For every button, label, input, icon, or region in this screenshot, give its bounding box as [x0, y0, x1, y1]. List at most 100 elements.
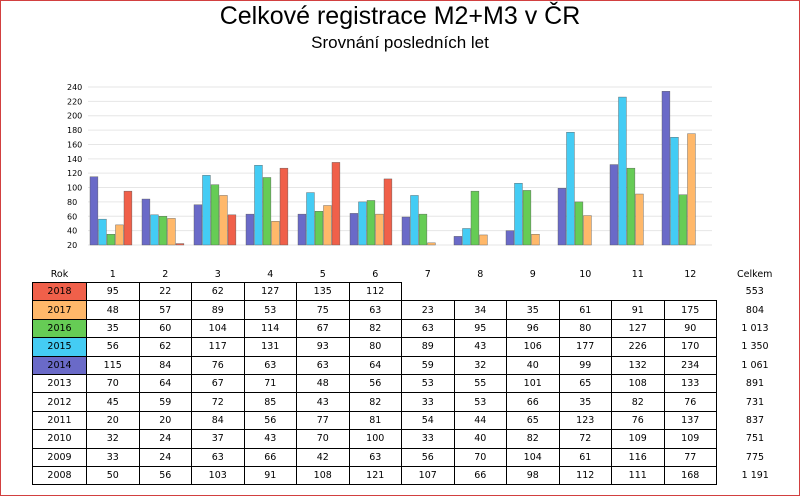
month-column-header: 7 [424, 268, 431, 280]
bar-2016-4 [262, 177, 272, 246]
value-cell: 75 [296, 300, 350, 320]
table-row: 2017 48 57 89 53 75 63 23 34 35 61 91 175 804 [32, 300, 794, 320]
bar-2018-3 [227, 214, 237, 246]
value-cell: 127 [611, 318, 665, 339]
y-tick-label: 180 [67, 126, 82, 135]
value-cell: 80 [558, 318, 612, 339]
y-tick-label: 220 [67, 97, 82, 106]
bar-2016-11 [626, 167, 636, 246]
value-cell: 71 [243, 373, 297, 394]
value-cell: 90 [663, 318, 717, 339]
bar-2014-10 [557, 188, 567, 246]
value-cell: 32 [86, 429, 140, 449]
table-row: 2011 20 20 84 56 77 81 54 44 65 123 76 137 837 [32, 410, 794, 431]
value-cell [664, 283, 717, 301]
value-cell: 64 [348, 355, 402, 375]
value-cell: 24 [138, 447, 192, 467]
value-cell: 76 [663, 392, 717, 412]
y-tick-label: 100 [67, 184, 82, 193]
value-cell: 32 [453, 355, 507, 375]
month-column-header: 4 [267, 268, 274, 280]
bar-2017-4 [271, 221, 280, 246]
value-cell: 34 [453, 300, 507, 320]
bar-2016-8 [470, 190, 480, 246]
bar-2017-10 [583, 215, 592, 246]
value-cell: 45 [86, 392, 140, 412]
total-cell: 1 350 [741, 341, 769, 353]
total-cell: 891 [745, 378, 765, 390]
bar-2014-3 [193, 204, 203, 246]
year-cell: 2016 [32, 318, 87, 339]
value-cell: 170 [663, 337, 717, 357]
year-cell: 2010 [32, 429, 87, 449]
bar-2017-6 [375, 213, 384, 246]
value-cell: 60 [138, 318, 192, 339]
year-cell: 2013 [32, 373, 87, 394]
month-column-header: 2 [162, 268, 169, 280]
value-cell: 62 [191, 281, 245, 302]
value-cell: 115 [86, 355, 140, 375]
bar-2018-5 [331, 162, 341, 246]
total-cell: 1 013 [741, 322, 769, 334]
bar-2015-4 [254, 165, 263, 246]
month-column-header: 10 [579, 268, 592, 280]
value-cell: 109 [611, 429, 665, 449]
value-cell: 82 [348, 392, 402, 412]
value-cell [507, 283, 560, 301]
value-cell: 48 [296, 373, 350, 394]
value-cell: 137 [663, 410, 717, 431]
year-cell: 2018 [32, 281, 87, 302]
value-cell: 106 [506, 337, 560, 357]
value-cell: 72 [191, 392, 245, 412]
bar-2015-10 [566, 132, 575, 246]
bar-2015-11 [618, 96, 627, 246]
value-cell: 56 [348, 373, 402, 394]
value-cell: 55 [453, 373, 507, 394]
value-cell: 91 [611, 300, 665, 320]
bar-2017-2 [167, 218, 176, 246]
bar-2018-6 [383, 178, 393, 246]
value-cell: 57 [138, 300, 192, 320]
bar-2014-7 [401, 216, 411, 246]
value-cell: 40 [453, 429, 507, 449]
value-cell: 59 [138, 392, 192, 412]
y-tick-label: 200 [67, 112, 82, 121]
bar-2016-7 [418, 213, 428, 246]
month-column-header: 9 [529, 268, 536, 280]
bar-2016-2 [158, 216, 168, 246]
value-cell: 70 [86, 373, 140, 394]
month-column-header: 5 [319, 268, 326, 280]
bar-2015-1 [98, 218, 107, 246]
bar-2014-8 [453, 236, 463, 246]
total-cell: 1 191 [741, 470, 769, 482]
value-cell: 168 [663, 465, 717, 486]
value-cell: 103 [191, 465, 245, 486]
bar-2017-9 [531, 234, 540, 246]
value-cell: 33 [401, 429, 455, 449]
value-cell: 43 [243, 429, 297, 449]
bar-2017-11 [635, 193, 644, 246]
table-row: 2010 32 24 37 43 70 100 33 40 82 72 109 109 751 [32, 429, 794, 449]
value-cell: 56 [86, 337, 140, 357]
value-cell: 35 [558, 392, 612, 412]
value-cell: 33 [86, 447, 140, 467]
value-cell: 23 [401, 300, 455, 320]
month-column-header: 3 [214, 268, 221, 280]
bar-2016-12 [678, 194, 688, 246]
value-cell: 116 [611, 447, 665, 467]
year-cell: 2015 [32, 337, 87, 357]
value-cell [454, 283, 507, 301]
total-cell: 553 [745, 286, 764, 298]
value-cell: 123 [558, 410, 612, 431]
value-cell: 234 [663, 355, 717, 375]
value-cell: 117 [191, 337, 245, 357]
value-cell: 43 [296, 392, 350, 412]
bar-2017-5 [323, 205, 332, 246]
value-cell: 104 [191, 318, 245, 339]
value-cell: 63 [348, 447, 402, 467]
value-cell: 112 [558, 465, 612, 486]
bar-2018-2 [175, 243, 185, 246]
y-tick-label: 120 [67, 169, 82, 178]
year-cell: 2009 [32, 447, 87, 467]
bar-2014-9 [505, 230, 515, 246]
